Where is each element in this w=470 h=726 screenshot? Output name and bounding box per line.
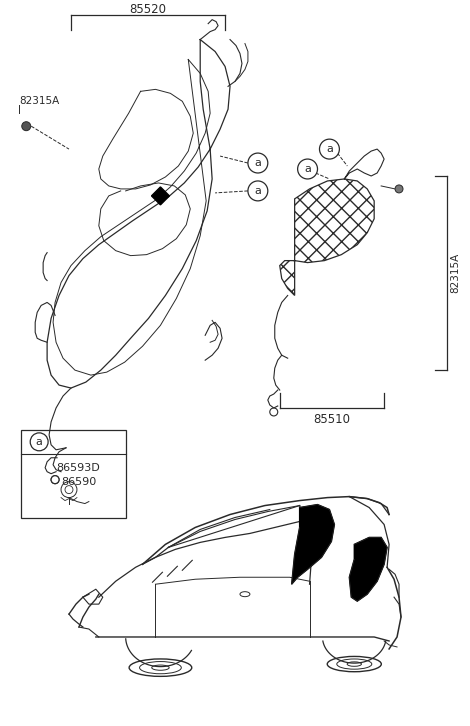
Text: 85510: 85510 (313, 413, 351, 426)
Circle shape (320, 139, 339, 159)
Polygon shape (280, 179, 374, 295)
Bar (21, 430, 125, 518)
Text: 85520: 85520 (130, 3, 166, 16)
Circle shape (298, 159, 318, 179)
Text: a: a (304, 164, 311, 174)
Text: 82315A: 82315A (19, 97, 60, 106)
Text: a: a (326, 144, 333, 154)
Text: a: a (36, 437, 43, 446)
Circle shape (22, 122, 31, 131)
Polygon shape (292, 505, 335, 584)
Polygon shape (151, 187, 169, 205)
Circle shape (248, 181, 268, 201)
Text: a: a (254, 158, 261, 168)
Text: a: a (254, 186, 261, 196)
Text: 86590: 86590 (61, 477, 96, 486)
Circle shape (51, 476, 59, 484)
Text: 82315A: 82315A (451, 253, 461, 293)
Polygon shape (349, 537, 387, 601)
Circle shape (248, 153, 268, 173)
Circle shape (30, 433, 48, 451)
Circle shape (395, 185, 403, 193)
Text: 86593D: 86593D (56, 462, 100, 473)
